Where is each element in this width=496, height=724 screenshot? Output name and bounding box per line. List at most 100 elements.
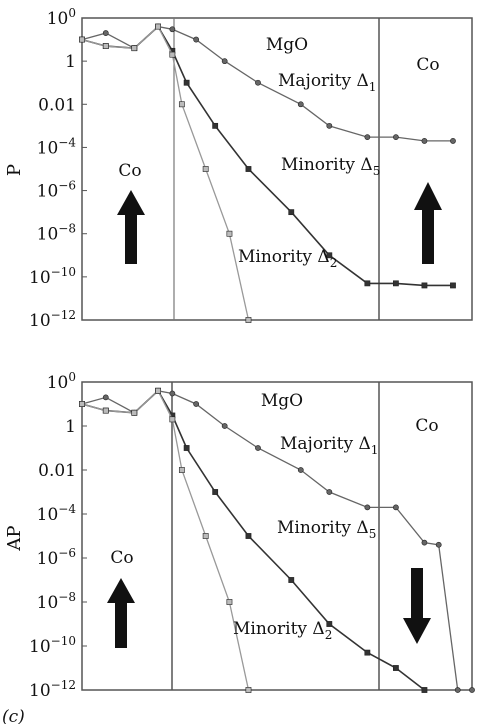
series-label-minority-d5: Minority Δ5 xyxy=(281,155,380,178)
data-point xyxy=(393,504,399,511)
data-point xyxy=(183,445,190,451)
data-point xyxy=(102,407,109,414)
magnetization-arrow-left xyxy=(117,190,145,264)
y-tick-labels: 100 1 0.01 10−4 10−6 10−8 10−10 10−12 xyxy=(29,6,87,331)
data-point xyxy=(450,138,456,144)
data-point xyxy=(178,467,185,473)
data-point xyxy=(326,122,333,129)
data-point xyxy=(169,51,176,58)
data-point xyxy=(183,79,190,86)
series-line-majority-δ1 xyxy=(81,390,472,691)
data-point xyxy=(131,409,138,416)
data-point xyxy=(102,394,109,401)
data-point xyxy=(469,687,475,693)
data-point xyxy=(221,423,228,429)
region-label-mgo: MgO xyxy=(261,391,303,411)
data-point xyxy=(421,138,428,144)
series-label-majority-d1: Majority Δ1 xyxy=(278,71,376,94)
data-point xyxy=(245,687,252,693)
data-point xyxy=(421,282,428,289)
y-axis-label: AP xyxy=(4,525,25,551)
data-point xyxy=(297,101,304,108)
y-axis-label: P xyxy=(4,164,25,176)
data-point xyxy=(364,504,371,511)
magnetization-arrow-right xyxy=(403,568,431,644)
data-point xyxy=(255,79,261,86)
data-point xyxy=(364,134,371,141)
series-label-majority-d1: Majority Δ1 xyxy=(280,434,378,457)
data-point xyxy=(245,317,252,323)
data-point xyxy=(454,687,461,693)
data-point xyxy=(393,134,399,141)
data-point xyxy=(202,533,209,539)
data-point xyxy=(364,649,371,656)
data-point xyxy=(245,166,252,172)
series-label-minority-d2: Minority Δ2 xyxy=(238,247,337,270)
region-label-co-left: Co xyxy=(118,161,141,181)
data-point xyxy=(193,401,200,407)
y-tick-label: 100 xyxy=(47,6,76,29)
data-point xyxy=(193,36,200,43)
region-label-co-left: Co xyxy=(110,548,133,568)
series-label-minority-d2: Minority Δ2 xyxy=(233,619,332,642)
data-point xyxy=(155,387,161,394)
data-point xyxy=(202,166,209,172)
data-point xyxy=(393,665,399,671)
y-tick-label: 10−8 xyxy=(37,590,76,613)
data-point xyxy=(221,58,228,65)
data-point xyxy=(421,539,428,546)
data-point xyxy=(102,30,109,36)
y-tick-label: 10−4 xyxy=(37,502,77,525)
y-tick-label: 10−10 xyxy=(29,634,76,657)
data-point xyxy=(79,401,85,407)
data-point xyxy=(326,252,333,259)
data-point xyxy=(297,467,304,473)
data-point xyxy=(169,390,176,397)
series-group xyxy=(79,387,475,693)
data-point xyxy=(364,280,371,287)
data-point xyxy=(178,101,185,108)
y-tick-label: 0.01 xyxy=(38,461,76,481)
data-point xyxy=(450,282,456,289)
y-tick-label: 10−10 xyxy=(29,265,76,288)
data-point xyxy=(212,122,219,129)
y-tick-labels: 100 1 0.01 10−4 10−6 10−8 10−10 10−12 xyxy=(29,370,87,701)
data-point xyxy=(245,533,252,539)
series-line-minority-δ2 xyxy=(81,389,250,691)
y-tick-label: 1 xyxy=(65,52,76,72)
magnetization-arrow-right xyxy=(414,182,442,264)
data-point xyxy=(435,541,442,548)
y-tick-label: 100 xyxy=(47,370,76,393)
data-point xyxy=(169,26,176,33)
data-point xyxy=(212,489,219,495)
panel-tag: (c) xyxy=(2,707,25,724)
panel-antiparallel: AP 100 1 0.01 10−4 10−6 10−8 10−10 10−12 Co MgO… xyxy=(2,370,475,724)
y-tick-label: 10−6 xyxy=(37,179,76,202)
data-point xyxy=(255,445,261,451)
y-tick-label: 10−8 xyxy=(37,222,76,245)
y-tick-label: 0.01 xyxy=(38,95,76,115)
data-point xyxy=(326,621,333,627)
data-point xyxy=(326,489,333,495)
data-point xyxy=(79,36,85,43)
data-point xyxy=(131,45,138,52)
series-line-minority-δ2 xyxy=(81,25,250,321)
y-tick-label: 10−6 xyxy=(37,546,76,569)
data-point xyxy=(421,687,428,693)
data-point xyxy=(288,209,295,216)
y-tick-label: 10−4 xyxy=(37,135,77,158)
magnetization-arrow-left xyxy=(107,578,135,648)
region-label-mgo: MgO xyxy=(266,35,308,55)
series-label-minority-d5: Minority Δ5 xyxy=(277,518,376,541)
plot-frame xyxy=(81,381,473,691)
data-point xyxy=(169,416,176,423)
data-point xyxy=(393,280,399,287)
plot-frame xyxy=(81,17,473,321)
region-label-co-right: Co xyxy=(416,55,439,75)
y-tick-label: 10−12 xyxy=(29,678,76,701)
y-tick-label: 1 xyxy=(65,417,76,437)
region-label-co-right: Co xyxy=(415,416,438,436)
data-point xyxy=(226,599,233,605)
